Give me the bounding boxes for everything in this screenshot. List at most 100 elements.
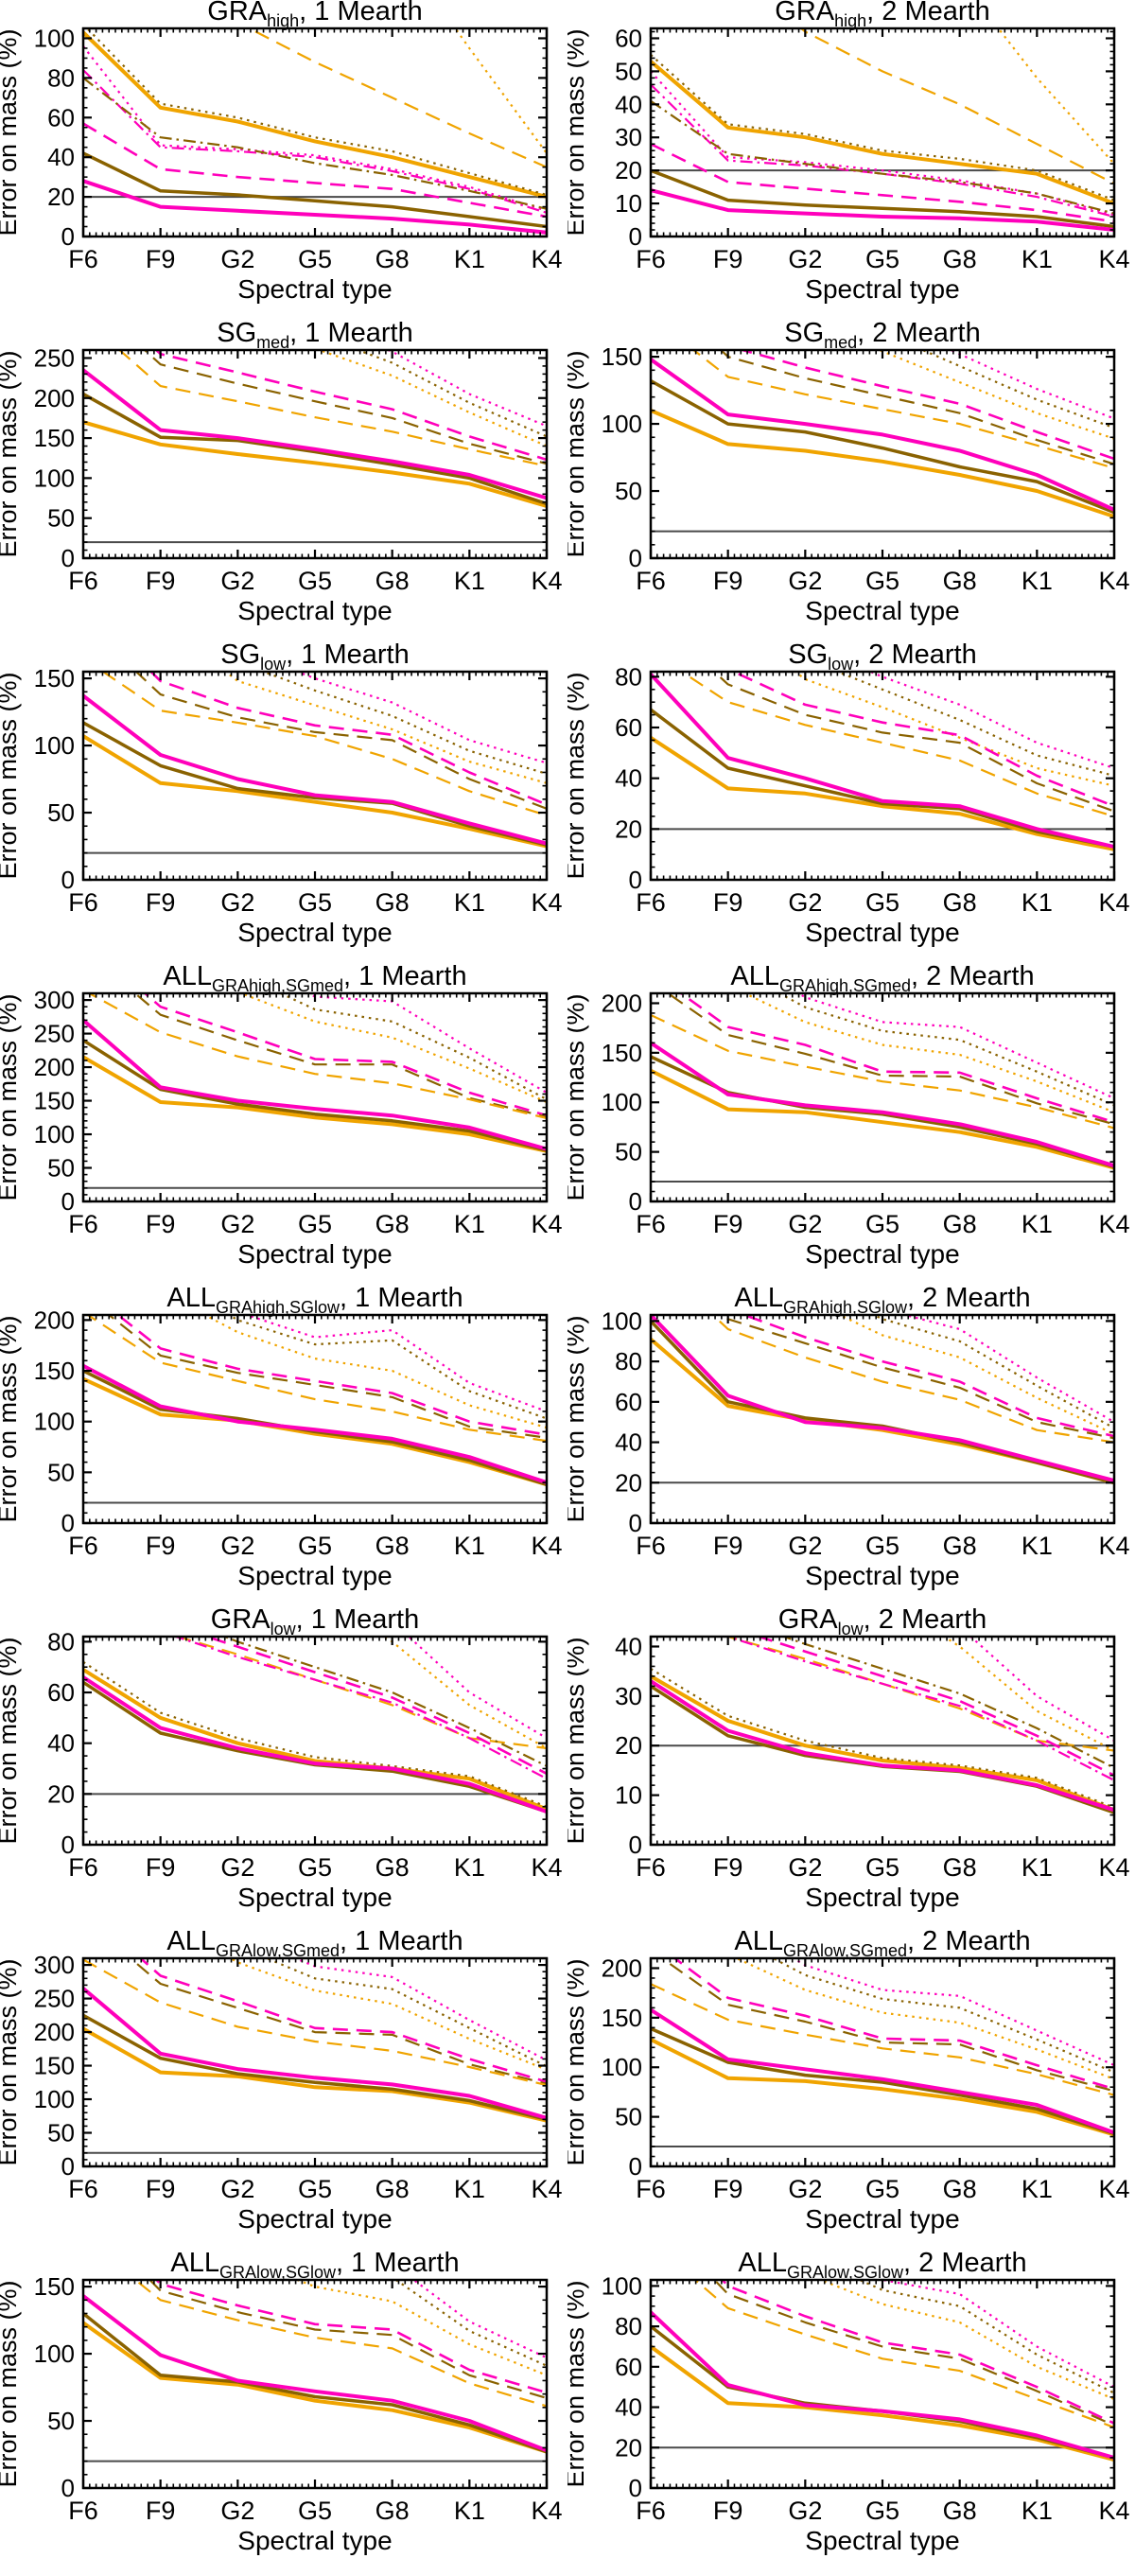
series-line-magenta-dash-dot bbox=[727, 1638, 1113, 1781]
x-tick-label: G2 bbox=[220, 1210, 254, 1238]
x-tick-label: G2 bbox=[220, 2497, 254, 2525]
chart-gra-high-1mearth: GRAhigh, 1 Mearth 0 20 40 60 80 100 F6 F9 G2 G5 G8 K… bbox=[0, 0, 563, 304]
x-tick-label: K1 bbox=[1022, 1853, 1053, 1882]
x-axis-label: Spectral type bbox=[805, 2204, 959, 2234]
chart-all-gralow-sgmed-2mearth: ALLGRAlow,SGmed, 2 Mearth 0 50 100 150 200 F6 F… bbox=[568, 1930, 1130, 2234]
series-line-brown-solid bbox=[652, 1320, 1113, 1484]
x-tick-label: K4 bbox=[531, 1532, 562, 1560]
axis-ticks bbox=[649, 672, 1116, 882]
x-tick-label: F6 bbox=[636, 245, 666, 273]
x-tick-label: K1 bbox=[454, 1210, 485, 1238]
x-tick-label: K4 bbox=[1098, 1532, 1129, 1560]
series-line-orange-solid bbox=[652, 736, 1113, 851]
y-tick-label: 100 bbox=[34, 731, 75, 760]
series-line-orange-solid bbox=[84, 1055, 546, 1153]
series-line-brown-dash-dot bbox=[84, 77, 546, 210]
y-tick-label: 50 bbox=[615, 57, 642, 85]
x-tick-label: K1 bbox=[454, 245, 485, 273]
x-tick-label: G5 bbox=[298, 2175, 332, 2203]
x-tick-label: K4 bbox=[531, 245, 562, 273]
x-axis-label: Spectral type bbox=[237, 2204, 392, 2234]
x-tick-label: G8 bbox=[943, 888, 977, 917]
x-tick-label: G8 bbox=[375, 245, 410, 273]
panel-title: GRAlow, 2 Mearth bbox=[778, 1608, 987, 1638]
x-tick-label: K1 bbox=[454, 1532, 485, 1560]
y-tick-label: 300 bbox=[34, 986, 75, 1014]
y-tick-label: 100 bbox=[34, 1408, 75, 1436]
x-tick-label: G2 bbox=[788, 245, 822, 273]
x-tick-label: G2 bbox=[788, 2175, 822, 2203]
y-tick-label: 10 bbox=[615, 189, 642, 218]
x-tick-label: G8 bbox=[943, 1210, 977, 1238]
series-line-magenta-solid bbox=[652, 2310, 1113, 2460]
x-tick-label: F6 bbox=[636, 1210, 666, 1238]
axis-ticks bbox=[81, 349, 549, 560]
axis-ticks bbox=[649, 1957, 1116, 2168]
panel-title: ALLGRAlow,SGmed, 1 Mearth bbox=[166, 1930, 463, 1960]
y-tick-label: 100 bbox=[602, 2271, 642, 2300]
plot-box bbox=[81, 1313, 549, 1525]
x-tick-label: G2 bbox=[220, 888, 254, 917]
x-tick-label: G8 bbox=[375, 1532, 410, 1560]
series-line-orange-solid bbox=[84, 1376, 546, 1486]
y-tick-label: 0 bbox=[629, 544, 642, 572]
y-tick-label: 150 bbox=[34, 1087, 75, 1115]
x-tick-label: F9 bbox=[713, 2497, 743, 2525]
series-line-magenta-dotted bbox=[904, 1316, 1113, 1423]
axis-ticks bbox=[81, 27, 549, 238]
x-tick-label: K4 bbox=[1098, 1853, 1129, 1882]
y-tick-label: 40 bbox=[615, 90, 642, 118]
x-axis-label: Spectral type bbox=[805, 1883, 959, 1912]
panel-title: ALLGRAhigh,SGlow, 1 Mearth bbox=[166, 1287, 463, 1317]
panel-title: ALLGRAhigh,SGmed, 1 Mearth bbox=[163, 965, 466, 995]
chart-all-gralow-sglow-2mearth: ALLGRAlow,SGlow, 2 Mearth 0 20 40 60 80 100 F6 F… bbox=[568, 2252, 1130, 2555]
y-tick-label: 30 bbox=[615, 123, 642, 151]
x-tick-label: K1 bbox=[1022, 2497, 1053, 2525]
series-line-brown-dotted bbox=[836, 673, 1113, 777]
series-line-brown-solid bbox=[652, 708, 1113, 849]
y-tick-label: 20 bbox=[47, 1779, 75, 1808]
axis-ticks bbox=[81, 992, 549, 1203]
y-tick-label: 0 bbox=[629, 1187, 642, 1216]
y-tick-label: 0 bbox=[629, 2474, 642, 2502]
series-line-orange-long-dash bbox=[652, 1983, 1113, 2096]
x-tick-label: K4 bbox=[531, 567, 562, 595]
x-tick-label: G5 bbox=[865, 2497, 899, 2525]
series-line-brown-solid bbox=[652, 379, 1113, 515]
series-line-brown-dotted bbox=[280, 994, 546, 1100]
x-axis-label: Spectral type bbox=[805, 274, 959, 304]
y-tick-label: 80 bbox=[615, 1347, 642, 1376]
series-line-brown-long-dash bbox=[667, 994, 1113, 1126]
plot-box bbox=[649, 26, 1116, 238]
y-axis-label: Error on mass (%) bbox=[568, 1958, 589, 2165]
series-line-magenta-solid bbox=[84, 368, 546, 500]
y-tick-label: 0 bbox=[61, 2152, 75, 2181]
y-tick-label: 20 bbox=[615, 2433, 642, 2462]
panel-title: ALLGRAlow,SGlow, 1 Mearth bbox=[170, 2252, 459, 2282]
x-tick-label: G5 bbox=[865, 245, 899, 273]
y-tick-label: 200 bbox=[602, 1954, 642, 1982]
axis-ticks bbox=[649, 350, 1116, 560]
chart-sg-low-1mearth: SGlow, 1 Mearth 0 50 100 150 F6 F9 G2 G5 G8 K1 K4 Sp… bbox=[0, 643, 563, 947]
y-tick-label: 200 bbox=[34, 2018, 75, 2046]
y-tick-label: 0 bbox=[629, 1509, 642, 1537]
series-line-orange-long-dash bbox=[84, 1959, 546, 2086]
x-tick-label: K4 bbox=[1098, 888, 1129, 917]
x-tick-label: G2 bbox=[788, 888, 822, 917]
axis-ticks bbox=[649, 2280, 1116, 2490]
y-tick-label: 40 bbox=[47, 143, 75, 171]
series-line-magenta-solid bbox=[652, 1041, 1113, 1168]
series-line-orange-long-dash bbox=[800, 29, 1113, 184]
series-line-brown-dash-dot bbox=[224, 1638, 546, 1767]
x-axis-label: Spectral type bbox=[237, 274, 392, 304]
panel-all-gralow-sglow-1mearth: ALLGRAlow,SGlow, 1 Mearth 0 50 100 150 F6 F9 G2… bbox=[0, 2252, 568, 2573]
x-axis-label: Spectral type bbox=[805, 596, 959, 625]
y-axis-label: Error on mass (%) bbox=[0, 1315, 22, 1522]
x-axis-label: Spectral type bbox=[237, 596, 392, 625]
y-tick-label: 0 bbox=[61, 1831, 75, 1859]
y-axis-label: Error on mass (%) bbox=[568, 350, 589, 557]
y-tick-label: 80 bbox=[615, 662, 642, 691]
series-line-magenta-solid bbox=[84, 1363, 546, 1484]
x-tick-label: K4 bbox=[1098, 567, 1129, 595]
y-tick-label: 100 bbox=[34, 2339, 75, 2368]
